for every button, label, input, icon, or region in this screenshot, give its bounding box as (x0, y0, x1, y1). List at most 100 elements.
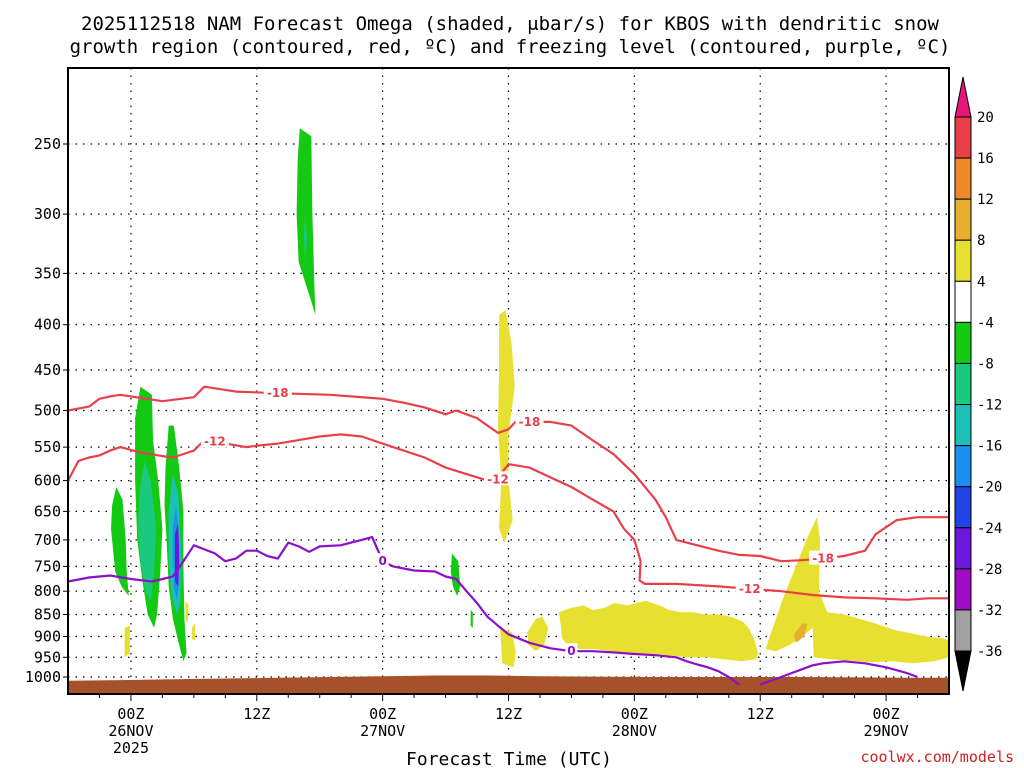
omega-region (793, 623, 808, 643)
y-tick-label: 700 (34, 531, 61, 549)
colorbar-bin (954, 486, 972, 529)
omega-region (500, 627, 516, 668)
colorbar-top-arrow (954, 76, 972, 118)
y-tick-label: 1000 (25, 668, 61, 686)
colorbar-bin (954, 239, 972, 282)
y-tick-label: 300 (34, 205, 61, 223)
contour-label-bg (376, 553, 389, 568)
colorbar-bin (954, 362, 972, 406)
omega-region (304, 214, 308, 263)
omega-region (124, 625, 130, 658)
omega-region (558, 600, 759, 662)
colorbar-label: 16 (977, 151, 994, 167)
omega-region (185, 600, 189, 624)
contour-label-bg (484, 471, 513, 486)
x-tick-label: 12Z (747, 705, 774, 723)
colorbar-label: -32 (977, 603, 1002, 619)
contour-labels: -18 -18 -18 -12 -12 -12 0 0 (200, 385, 838, 658)
contour-label: 0 (378, 554, 386, 568)
y-tick-label: 400 (34, 316, 61, 334)
credit-text: coolwx.com/models (860, 748, 1014, 766)
x-tick-label: 27NOV (360, 722, 405, 740)
y-tick-label: 450 (34, 361, 61, 379)
contour-label-bg (809, 550, 838, 565)
contour-label-bg (565, 643, 578, 658)
terrain-fill (68, 675, 949, 694)
x-tick-label: 12Z (495, 705, 522, 723)
contour-label-bg (200, 433, 229, 448)
omega-region (765, 517, 949, 664)
colorbar-label: -16 (977, 439, 1002, 455)
omega-region (111, 487, 129, 596)
colorbar-label: -4 (977, 315, 994, 331)
y-tick-label: 250 (34, 135, 61, 153)
omega-region (191, 623, 195, 641)
y-tick-label: 550 (34, 438, 61, 456)
colorbar-label: -20 (977, 480, 1002, 496)
omega-region (450, 553, 461, 596)
colorbar-bin (954, 527, 972, 570)
colorbar-bin (954, 157, 972, 200)
y-tick-label: 850 (34, 606, 61, 624)
colorbar-label: -8 (977, 356, 994, 372)
x-tick-label: 29NOV (863, 722, 908, 740)
colorbar-bin (954, 198, 972, 241)
y-tick-label: 800 (34, 582, 61, 600)
colorbar-label: -12 (977, 398, 1002, 414)
colorbar-bin (954, 609, 972, 652)
contour-label-bg (735, 580, 764, 595)
y-tick-label: 900 (34, 627, 61, 645)
omega-region (138, 460, 157, 601)
x-tick-label: 2025 (113, 739, 149, 757)
colorbar-label: -28 (977, 562, 1002, 578)
contour-label-bg (263, 385, 292, 400)
contour-label: -18 (519, 415, 541, 429)
colorbar-bin (954, 445, 972, 488)
x-tick-label: 00Z (369, 705, 396, 723)
terrain (68, 675, 949, 694)
colorbar-label: 4 (977, 274, 985, 290)
omega-region (470, 610, 473, 628)
x-axis-label: Forecast Time (UTC) (406, 749, 612, 768)
y-axis-ticks: 250 300 350 400 450 500 550 600 650 700 750 800 850 9… (25, 135, 68, 686)
colorbar-label: -24 (977, 521, 1002, 537)
y-tick-label: 600 (34, 472, 61, 490)
chart-title-line2: growth region (contoured, red, ºC) and f… (70, 36, 951, 58)
colorbar-bin (954, 321, 972, 364)
y-tick-label: 750 (34, 557, 61, 575)
x-tick-label: 00Z (621, 705, 648, 723)
colorbar-bottom-arrow (954, 650, 972, 692)
colorbar-bin (954, 280, 972, 323)
colorbar-label: 8 (977, 233, 985, 249)
contour-label: -12 (739, 582, 761, 596)
colorbar: 20 16 12 8 4 -4 -8 -12 -16 -20 -24 -28 -32 -36 (954, 76, 1002, 692)
contour-line (759, 660, 918, 686)
chart-title-line1: 2025112518 NAM Forecast Omega (shaded, μ… (81, 13, 939, 35)
y-tick-label: 500 (34, 402, 61, 420)
omega-shading (111, 128, 949, 668)
x-tick-label: 00Z (873, 705, 900, 723)
colorbar-bin (954, 568, 972, 611)
colorbar-label: 12 (977, 192, 994, 208)
y-tick-label: 650 (34, 502, 61, 520)
contour-line (68, 433, 949, 601)
contour-label: -12 (204, 435, 226, 449)
contour-label: -18 (812, 552, 834, 566)
x-tick-label: 12Z (243, 705, 270, 723)
colorbar-label: -36 (977, 644, 1002, 660)
x-tick-label: 28NOV (612, 722, 657, 740)
colorbar-label: 20 (977, 110, 994, 126)
contour-label: -12 (487, 472, 509, 486)
contour-label-bg (515, 413, 544, 428)
x-tick-label: 26NOV (108, 722, 153, 740)
y-tick-label: 350 (34, 264, 61, 282)
omega-region (296, 128, 316, 315)
contour-label: 0 (567, 644, 575, 658)
colorbar-bin (954, 116, 972, 159)
y-tick-label: 950 (34, 648, 61, 666)
colorbar-bin (954, 404, 972, 447)
x-tick-label: 00Z (117, 705, 144, 723)
contour-label: -18 (267, 386, 289, 400)
